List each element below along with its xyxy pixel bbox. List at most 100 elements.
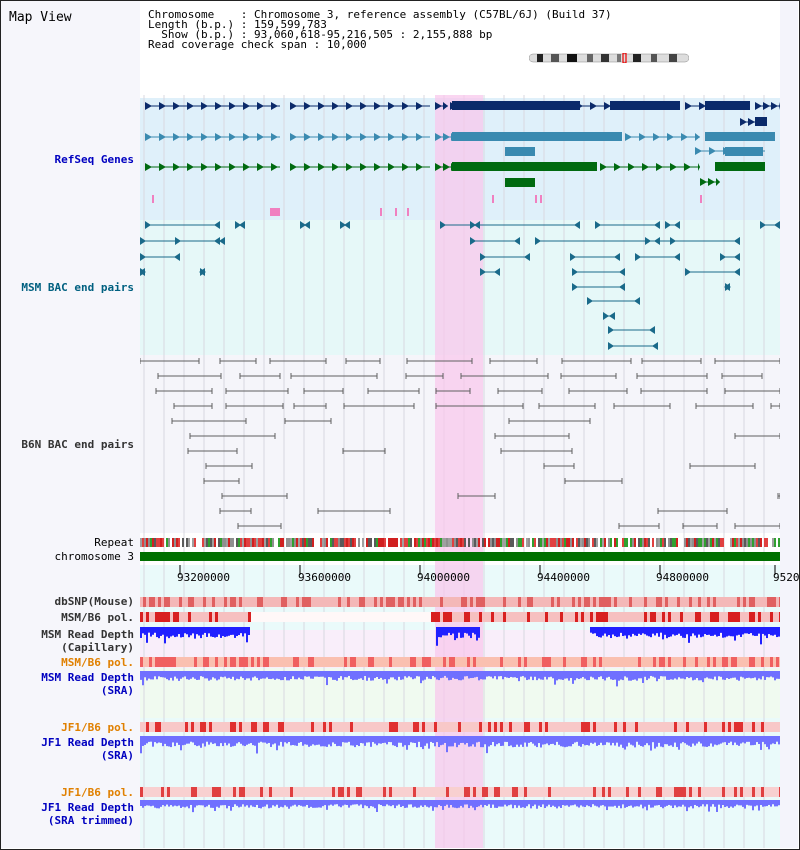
polymorphism-cell [506,597,509,607]
repeat-element [476,538,478,547]
repeat-element [558,538,560,547]
jf1-depth-trim-label[interactable]: JF1 Read Depth [41,801,134,814]
polymorphism-cell [539,612,542,622]
read-depth-bar [396,671,398,681]
repeat-element [584,538,586,547]
polymorphism-cell [635,597,638,607]
read-depth-bar [270,671,272,680]
polymorphism-cell [515,597,518,607]
repeat-element [506,538,508,547]
jf1-depth-sra-label[interactable]: JF1 Read Depth [41,736,134,749]
refseq-genes-label[interactable]: RefSeq Genes [54,153,134,166]
read-depth-bar [480,671,482,680]
read-depth-bar [770,800,772,807]
polymorphism-cell [335,787,338,797]
polymorphism-cell [413,787,416,797]
read-depth-bar [230,671,232,679]
jf1-b6-pol-label-1[interactable]: JF1/B6 pol. [61,721,134,734]
gene-exon [614,163,621,171]
read-depth-bar [292,800,294,806]
msm-depth-capillary-label[interactable]: MSM Read Depth [41,628,134,641]
repeat-element [596,538,598,547]
genome-browser-canvas[interactable] [140,95,780,848]
read-depth-bar [564,736,566,748]
polymorphism-cell [551,722,554,732]
read-depth-bar [614,736,616,746]
polymorphism-cell [611,597,614,607]
msm-b6-pol-label-2[interactable]: MSM/B6 pol. [61,656,134,669]
polymorphism-cell [215,657,218,667]
polymorphism-cell [566,787,569,797]
read-depth-bar [584,736,586,746]
dbsnp-label[interactable]: dbSNP(Mouse) [54,595,134,608]
b6n-bac-label[interactable]: B6N BAC end pairs [21,438,134,451]
polymorphism-cell [518,787,521,797]
polymorphism-cell [389,597,392,607]
read-depth-bar [708,627,710,635]
polymorphism-cell [422,722,425,732]
read-depth-bar [734,736,736,743]
read-depth-bar [428,736,430,749]
read-depth-bar [154,736,156,743]
read-depth-bar [344,736,346,743]
read-depth-bar [266,736,268,744]
read-depth-bar [534,671,536,677]
read-depth-bar [152,736,154,747]
polymorphism-cell [707,612,710,622]
bac-end [140,268,145,276]
read-depth-bar [210,627,212,637]
jf1-b6-pol-label-2[interactable]: JF1/B6 pol. [61,786,134,799]
read-depth-bar [148,736,150,742]
read-depth-bar [324,800,326,806]
polymorphism-cell [212,597,215,607]
read-depth-bar [716,800,718,812]
polymorphism-cell [386,597,389,607]
chromosome-ideogram[interactable] [529,53,689,63]
polymorphism-cell [317,612,320,622]
read-depth-bar [462,800,464,808]
polymorphism-cell [446,722,449,732]
read-depth-bar [500,671,502,677]
read-depth-bar [648,671,650,679]
repeat-element [384,538,386,547]
polymorphism-cell [725,787,728,797]
read-depth-bar [174,627,176,638]
read-depth-bar [756,800,758,806]
polymorphism-cell [536,657,539,667]
repeat-element [740,538,742,547]
read-depth-bar [590,627,592,633]
repeat-element [718,538,720,547]
read-depth-bar [158,627,160,639]
read-depth-bar [186,627,188,635]
read-depth-bar [730,736,732,742]
repeat-element [282,538,284,547]
read-depth-bar [298,671,300,678]
read-depth-bar [352,671,354,681]
polymorphism-cell [767,597,770,607]
read-depth-bar [332,736,334,743]
polymorphism-cell [371,722,374,732]
polymorphism-cell [179,722,182,732]
polymorphism-cell [653,597,656,607]
repeat-element [640,538,642,547]
polymorphism-cell [695,612,698,622]
read-depth-bar [400,671,402,680]
read-depth-bar [466,671,468,677]
read-depth-bar [482,736,484,748]
read-depth-bar [500,736,502,746]
read-depth-bar [768,736,770,750]
read-depth-bar [778,627,780,637]
read-depth-bar [562,736,564,747]
polymorphism-cell [191,722,194,732]
msm-depth-sra-label[interactable]: MSM Read Depth [41,671,134,684]
read-depth-bar [468,736,470,747]
polymorphism-cell [350,722,353,732]
polymorphism-cell [296,597,299,607]
msm-bac-label[interactable]: MSM BAC end pairs [21,281,134,294]
polymorphism-cell [395,722,398,732]
gene-exon [290,133,297,141]
polymorphism-cell [662,612,665,622]
repeat-element [258,538,260,547]
msm-b6-pol-label-1[interactable]: MSM/B6 pol. [61,611,134,624]
repeat-element [756,538,758,547]
